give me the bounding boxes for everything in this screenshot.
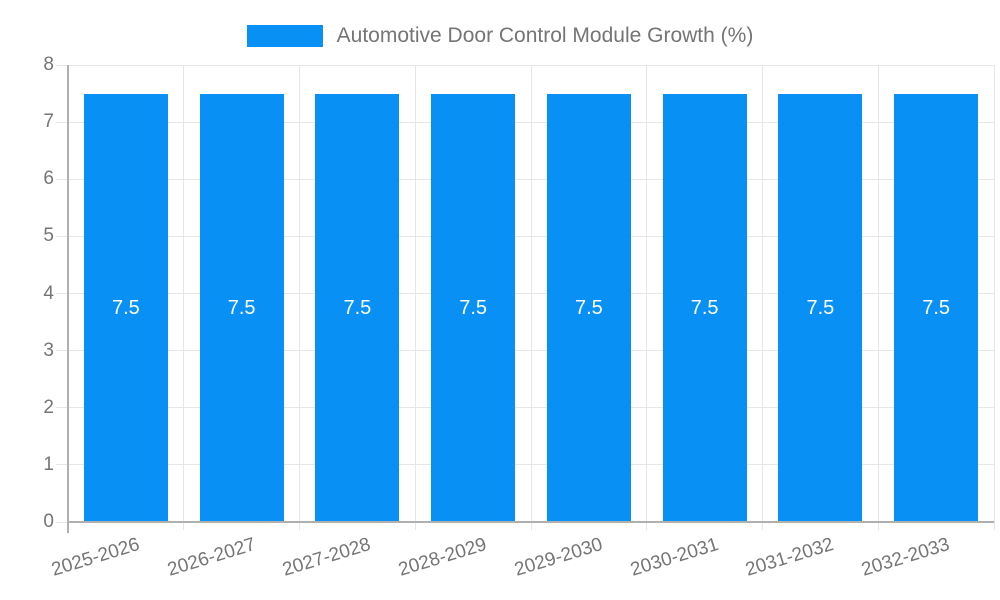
gridline-vertical — [993, 65, 995, 522]
bar-value-label: 7.5 — [922, 296, 951, 319]
x-axis-line — [68, 521, 994, 523]
x-tick-mark — [877, 522, 879, 530]
legend-swatch-icon — [246, 25, 323, 47]
x-tick-mark — [646, 522, 648, 530]
gridline-vertical — [183, 65, 185, 522]
y-tick-mark — [56, 121, 68, 123]
gridline-vertical — [877, 65, 879, 522]
gridline-vertical — [762, 65, 763, 522]
y-tick-mark — [56, 235, 68, 237]
y-axis-tick-label: 4 — [43, 282, 54, 304]
legend-label: Automotive Door Control Module Growth (%… — [336, 24, 754, 47]
bar-value-label: 7.5 — [227, 296, 256, 319]
y-axis-tick-label: 6 — [43, 168, 54, 190]
y-tick-mark — [56, 407, 68, 409]
x-tick-mark — [993, 522, 995, 530]
gridline-vertical — [414, 65, 416, 522]
bar-value-label: 7.5 — [459, 296, 488, 319]
chart-legend: Automotive Door Control Module Growth (%… — [0, 22, 1000, 50]
x-tick-mark — [299, 522, 300, 530]
x-tick-mark — [530, 522, 532, 530]
y-tick-mark — [56, 293, 68, 294]
y-axis-tick-label: 3 — [43, 339, 54, 361]
gridline-vertical — [530, 65, 532, 522]
x-tick-mark — [183, 522, 185, 530]
bar[interactable] — [199, 93, 284, 522]
bar[interactable] — [894, 93, 979, 522]
x-tick-mark — [762, 522, 763, 530]
bar-value-label: 7.5 — [111, 296, 140, 319]
y-axis-tick-label: 7 — [43, 111, 54, 133]
bar[interactable] — [778, 93, 863, 522]
bar-value-label: 7.5 — [574, 296, 603, 319]
y-axis-tick-label: 5 — [43, 225, 54, 247]
gridline-vertical — [299, 65, 300, 522]
bar[interactable] — [546, 93, 631, 522]
bar-value-label: 7.5 — [343, 296, 372, 319]
bar[interactable] — [431, 93, 516, 522]
y-axis-tick-label: 8 — [43, 54, 54, 75]
y-axis-tick-label: 0 — [43, 511, 54, 532]
bar-value-label: 7.5 — [690, 296, 719, 319]
y-tick-mark — [56, 64, 68, 66]
y-tick-mark — [56, 178, 68, 180]
y-tick-mark — [56, 521, 68, 523]
y-tick-mark — [56, 464, 68, 466]
bar-value-label: 7.5 — [806, 296, 835, 319]
gridline-vertical — [646, 65, 648, 522]
y-axis-tick-label: 1 — [43, 453, 54, 475]
y-axis-tick-label: 2 — [43, 396, 54, 418]
bar[interactable] — [315, 93, 400, 522]
x-tick-mark — [414, 522, 416, 530]
bar[interactable] — [83, 93, 168, 522]
y-axis-line — [67, 65, 69, 533]
y-tick-mark — [56, 350, 68, 352]
bar[interactable] — [662, 93, 747, 522]
